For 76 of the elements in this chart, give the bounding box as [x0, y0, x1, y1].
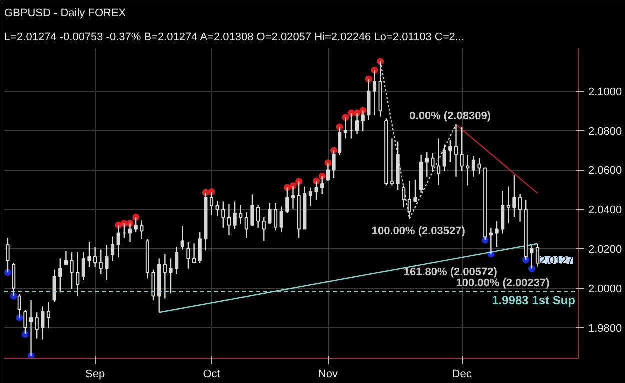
candlestick	[448, 140, 452, 163]
candlestick	[431, 152, 435, 172]
candlestick	[175, 246, 179, 275]
x-tick-label: Dec	[452, 368, 472, 380]
candlestick	[256, 204, 260, 229]
y-tick-label: 2.0000	[588, 283, 622, 296]
candlestick	[88, 242, 92, 268]
candlestick	[518, 194, 522, 222]
annotation: 100.00% (2.00237)	[456, 278, 550, 290]
candlestick	[280, 206, 284, 233]
candlestick	[198, 232, 202, 264]
candlestick	[478, 157, 482, 175]
candlestick	[244, 212, 248, 239]
candlestick	[12, 262, 16, 297]
y-tick-label: 2.1000	[588, 86, 622, 98]
candlestick	[460, 126, 464, 172]
candlestick	[186, 242, 190, 270]
candlestick	[216, 200, 220, 218]
candlestick	[82, 252, 86, 282]
candlestick	[436, 138, 441, 186]
candlestick	[402, 185, 406, 208]
candlestick	[495, 220, 499, 248]
candlestick	[274, 202, 278, 232]
candlestick	[390, 138, 394, 186]
annotation: 0.00% (2.08309)	[410, 110, 492, 122]
candlestick	[466, 154, 470, 186]
candlestick	[425, 151, 429, 178]
candlestick	[46, 302, 51, 330]
candlestick	[262, 216, 266, 242]
candlestick	[163, 254, 167, 300]
candlestick	[454, 124, 458, 178]
y-tick-label: 2.0600	[588, 165, 622, 178]
candlestick	[227, 204, 232, 236]
candlestick	[408, 180, 412, 220]
y-tick-label: 2.0200	[588, 244, 622, 256]
candlestick	[239, 204, 243, 225]
candlestick	[222, 201, 226, 229]
x-tick-label: Oct	[203, 368, 220, 380]
candlestick	[472, 156, 476, 178]
y-tick-label: 1.9800	[588, 322, 622, 335]
candlestick	[506, 186, 510, 224]
candlestick	[180, 226, 184, 250]
annotation: 161.80% (2.00572)	[404, 266, 498, 279]
candlestick	[76, 252, 80, 297]
candlestick	[99, 249, 103, 275]
candlestick	[501, 190, 505, 234]
candlestick	[35, 312, 39, 340]
y-tick-label: 2.0800	[588, 126, 622, 138]
candlestick	[64, 250, 68, 266]
chart-title: GBPUSD - Daily FOREX	[4, 8, 127, 20]
candlestick	[70, 252, 74, 290]
candlestick	[58, 258, 62, 294]
candlestick	[268, 202, 272, 224]
candlestick	[52, 269, 56, 303]
candlestick	[308, 187, 313, 207]
x-tick-label: Nov	[318, 368, 338, 380]
candlestick	[233, 201, 237, 230]
candlestick	[105, 244, 109, 282]
chart-subtitle: L=2.01274 -0.00753 -0.37% B=2.01274 A=2.01308 O=2.02057 Hi=2.02246 Lo=2.01103 C=2...	[4, 32, 465, 44]
candlestick	[110, 236, 115, 262]
candlestick	[41, 306, 45, 340]
candlestick	[192, 243, 196, 264]
candlestick	[152, 269, 156, 302]
ref-line-label: 1.9983 1st Sup	[492, 294, 576, 308]
candlestick	[250, 194, 254, 227]
annotation: 2.0127	[540, 254, 574, 267]
y-tick-label: 2.0400	[588, 204, 622, 217]
candlestick	[442, 144, 446, 172]
candlestick	[94, 246, 98, 268]
candlestick	[140, 220, 144, 240]
annotation: 100.00% (2.03527)	[372, 226, 466, 238]
candlestick	[536, 243, 540, 268]
candlestick	[512, 174, 516, 218]
candlestick	[414, 179, 418, 202]
candlestick	[169, 258, 173, 294]
x-tick-label: Sep	[86, 368, 106, 380]
